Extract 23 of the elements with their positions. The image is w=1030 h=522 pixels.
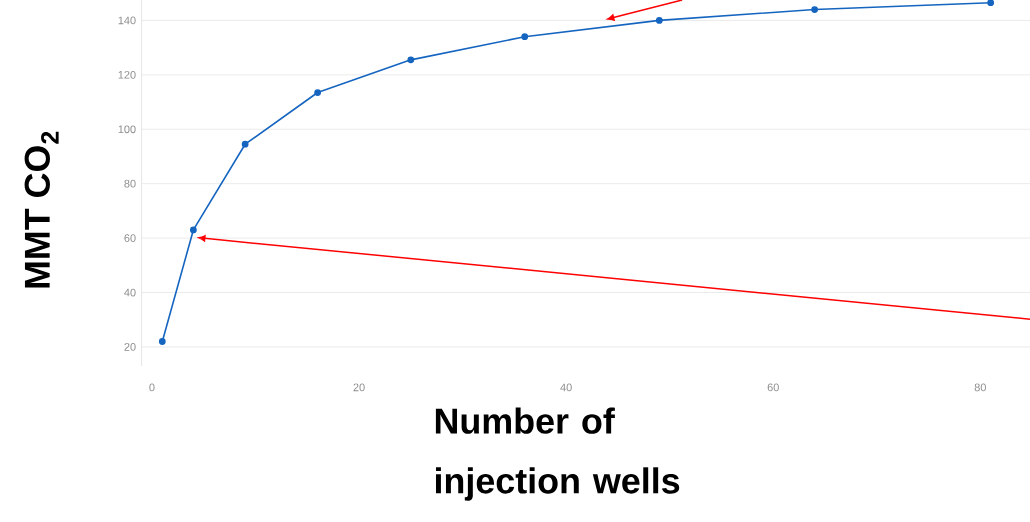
point	[189, 226, 197, 234]
point	[987, 0, 995, 7]
y-tick-label: 140	[118, 16, 136, 25]
x-axis-title: Number of injection wells	[435, 407, 680, 501]
point	[407, 56, 415, 64]
y-tick-label: 20	[124, 343, 136, 351]
y-axis-title: MMT CO$_{2}$	[24, 131, 59, 288]
point	[811, 6, 819, 13]
x-tick-label: 80	[974, 383, 986, 392]
y-tick-label: 40	[124, 288, 136, 297]
point	[521, 33, 529, 41]
point	[158, 338, 166, 345]
x-tick-label: 60	[767, 383, 779, 392]
point	[314, 89, 322, 96]
y-tick-label: 80	[124, 179, 136, 188]
x-tick-label: 0	[149, 383, 155, 392]
y-tick-label: 120	[118, 70, 136, 79]
x-tick-label: 40	[560, 383, 572, 392]
y-tick-label: 100	[118, 125, 136, 134]
x-tick-label: 20	[353, 383, 365, 392]
point	[655, 17, 663, 24]
y-tick-label: 60	[124, 234, 136, 242]
point	[241, 140, 249, 148]
